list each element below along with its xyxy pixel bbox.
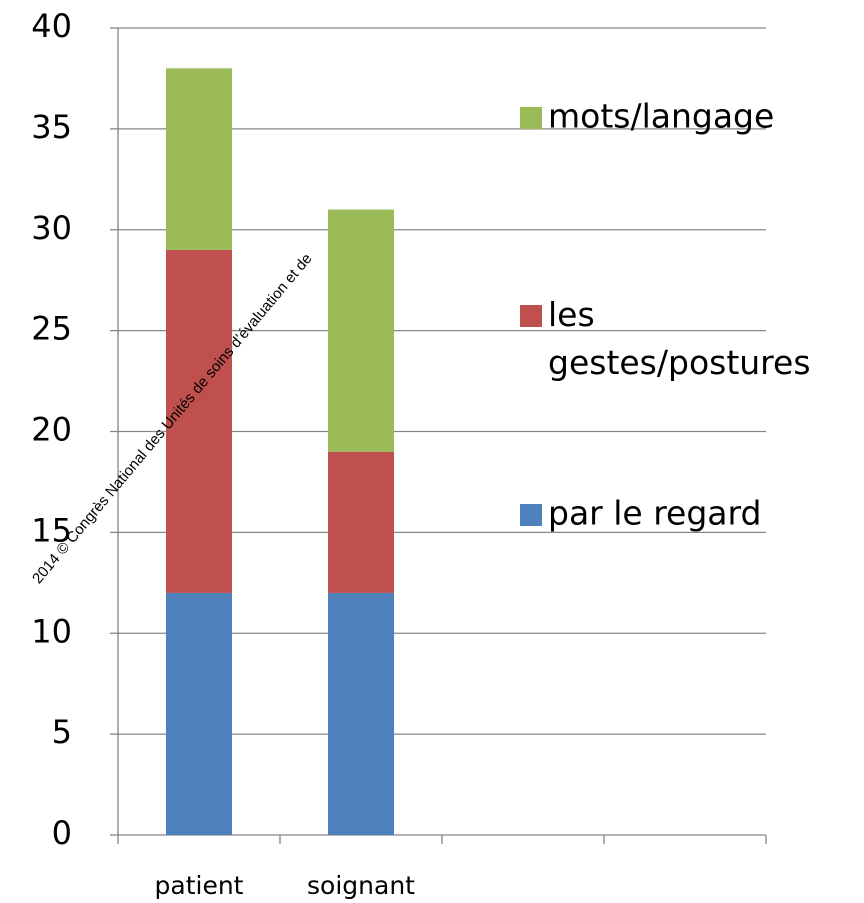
y-tick-label: 30 bbox=[31, 209, 72, 247]
y-tick-label: 25 bbox=[31, 310, 72, 348]
bar-segment bbox=[166, 249, 232, 593]
bar-segment bbox=[166, 592, 232, 835]
x-tick-label: soignant bbox=[307, 871, 415, 900]
bar-segment bbox=[166, 68, 232, 250]
legend-label: par le regard bbox=[548, 494, 761, 533]
y-tick-label: 20 bbox=[31, 411, 72, 449]
bar-segment bbox=[328, 592, 394, 835]
bar-segment bbox=[328, 451, 394, 593]
y-tick-label: 10 bbox=[31, 612, 72, 650]
legend-label: les gestes/postures bbox=[548, 295, 811, 382]
y-tick-label: 40 bbox=[31, 7, 72, 45]
y-tick-label: 15 bbox=[31, 511, 72, 549]
legend-swatch bbox=[520, 107, 542, 129]
legend-label: mots/langage bbox=[548, 97, 774, 136]
y-tick-label: 35 bbox=[31, 108, 72, 146]
x-tick-label: patient bbox=[155, 871, 244, 900]
legend-swatch bbox=[520, 504, 542, 526]
y-tick-label: 0 bbox=[52, 814, 72, 852]
y-tick-label: 5 bbox=[52, 713, 72, 751]
bar-segment bbox=[328, 209, 394, 452]
legend-swatch bbox=[520, 305, 542, 327]
